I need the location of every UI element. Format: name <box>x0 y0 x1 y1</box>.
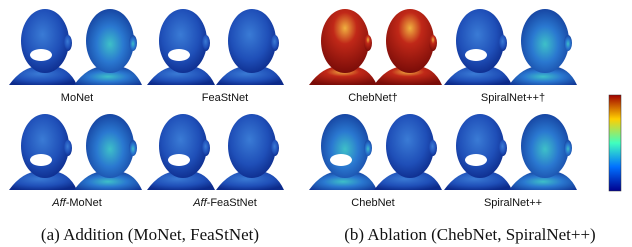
head <box>521 9 569 73</box>
ear <box>429 140 437 156</box>
ear <box>564 35 572 51</box>
head <box>21 9 69 73</box>
head <box>386 9 434 73</box>
mouth <box>30 49 52 61</box>
label-name: -MoNet <box>66 197 102 209</box>
face <box>444 9 512 85</box>
head <box>386 114 434 178</box>
label: Aff-MoNet <box>51 197 102 209</box>
ear <box>64 140 72 156</box>
mouth <box>168 49 190 61</box>
head <box>228 114 276 178</box>
face <box>309 114 377 190</box>
face <box>216 9 284 85</box>
mouth <box>330 154 352 166</box>
face <box>9 9 77 85</box>
head <box>159 114 207 178</box>
face <box>74 114 142 190</box>
head <box>456 9 504 73</box>
ear <box>202 140 210 156</box>
mouth <box>465 49 487 61</box>
ear <box>499 35 507 51</box>
label: ChebNet† <box>348 92 398 104</box>
face <box>74 9 142 85</box>
face <box>147 114 215 190</box>
ear <box>64 35 72 51</box>
ear <box>364 35 372 51</box>
head <box>228 9 276 73</box>
ear <box>429 35 437 51</box>
face <box>147 9 215 85</box>
ear <box>499 140 507 156</box>
head <box>321 114 369 178</box>
colorbar <box>609 95 621 191</box>
label: SpiralNet++† <box>481 92 545 104</box>
ear <box>364 140 372 156</box>
face <box>509 114 577 190</box>
ear <box>129 140 137 156</box>
label: MoNet <box>61 92 93 104</box>
label: ChebNet <box>351 197 394 209</box>
face <box>509 9 577 85</box>
ear <box>202 35 210 51</box>
mouth <box>465 154 487 166</box>
head <box>521 114 569 178</box>
mouth <box>168 154 190 166</box>
head <box>321 9 369 73</box>
ear <box>564 140 572 156</box>
ear <box>271 35 279 51</box>
head <box>86 9 134 73</box>
face <box>216 114 284 190</box>
head <box>21 114 69 178</box>
label: Aff-FeaStNet <box>192 197 257 209</box>
label-name: -FeaStNet <box>207 197 257 209</box>
face <box>374 114 442 190</box>
face <box>444 114 512 190</box>
head <box>159 9 207 73</box>
ear <box>271 140 279 156</box>
head <box>86 114 134 178</box>
head <box>456 114 504 178</box>
label-prefix: Aff <box>192 197 207 209</box>
figure: MoNet FeaStNet ChebNet† SpiralNet++† Aff… <box>0 0 632 247</box>
face <box>309 9 377 85</box>
face <box>374 9 442 85</box>
label: FeaStNet <box>202 92 248 104</box>
caption: (b) Ablation (ChebNet, SpiralNet++) <box>344 225 595 244</box>
caption: (a) Addition (MoNet, FeaStNet) <box>41 225 259 244</box>
face <box>9 114 77 190</box>
mouth <box>30 154 52 166</box>
label: SpiralNet++ <box>484 197 542 209</box>
label-prefix: Aff <box>51 197 66 209</box>
ear <box>129 35 137 51</box>
